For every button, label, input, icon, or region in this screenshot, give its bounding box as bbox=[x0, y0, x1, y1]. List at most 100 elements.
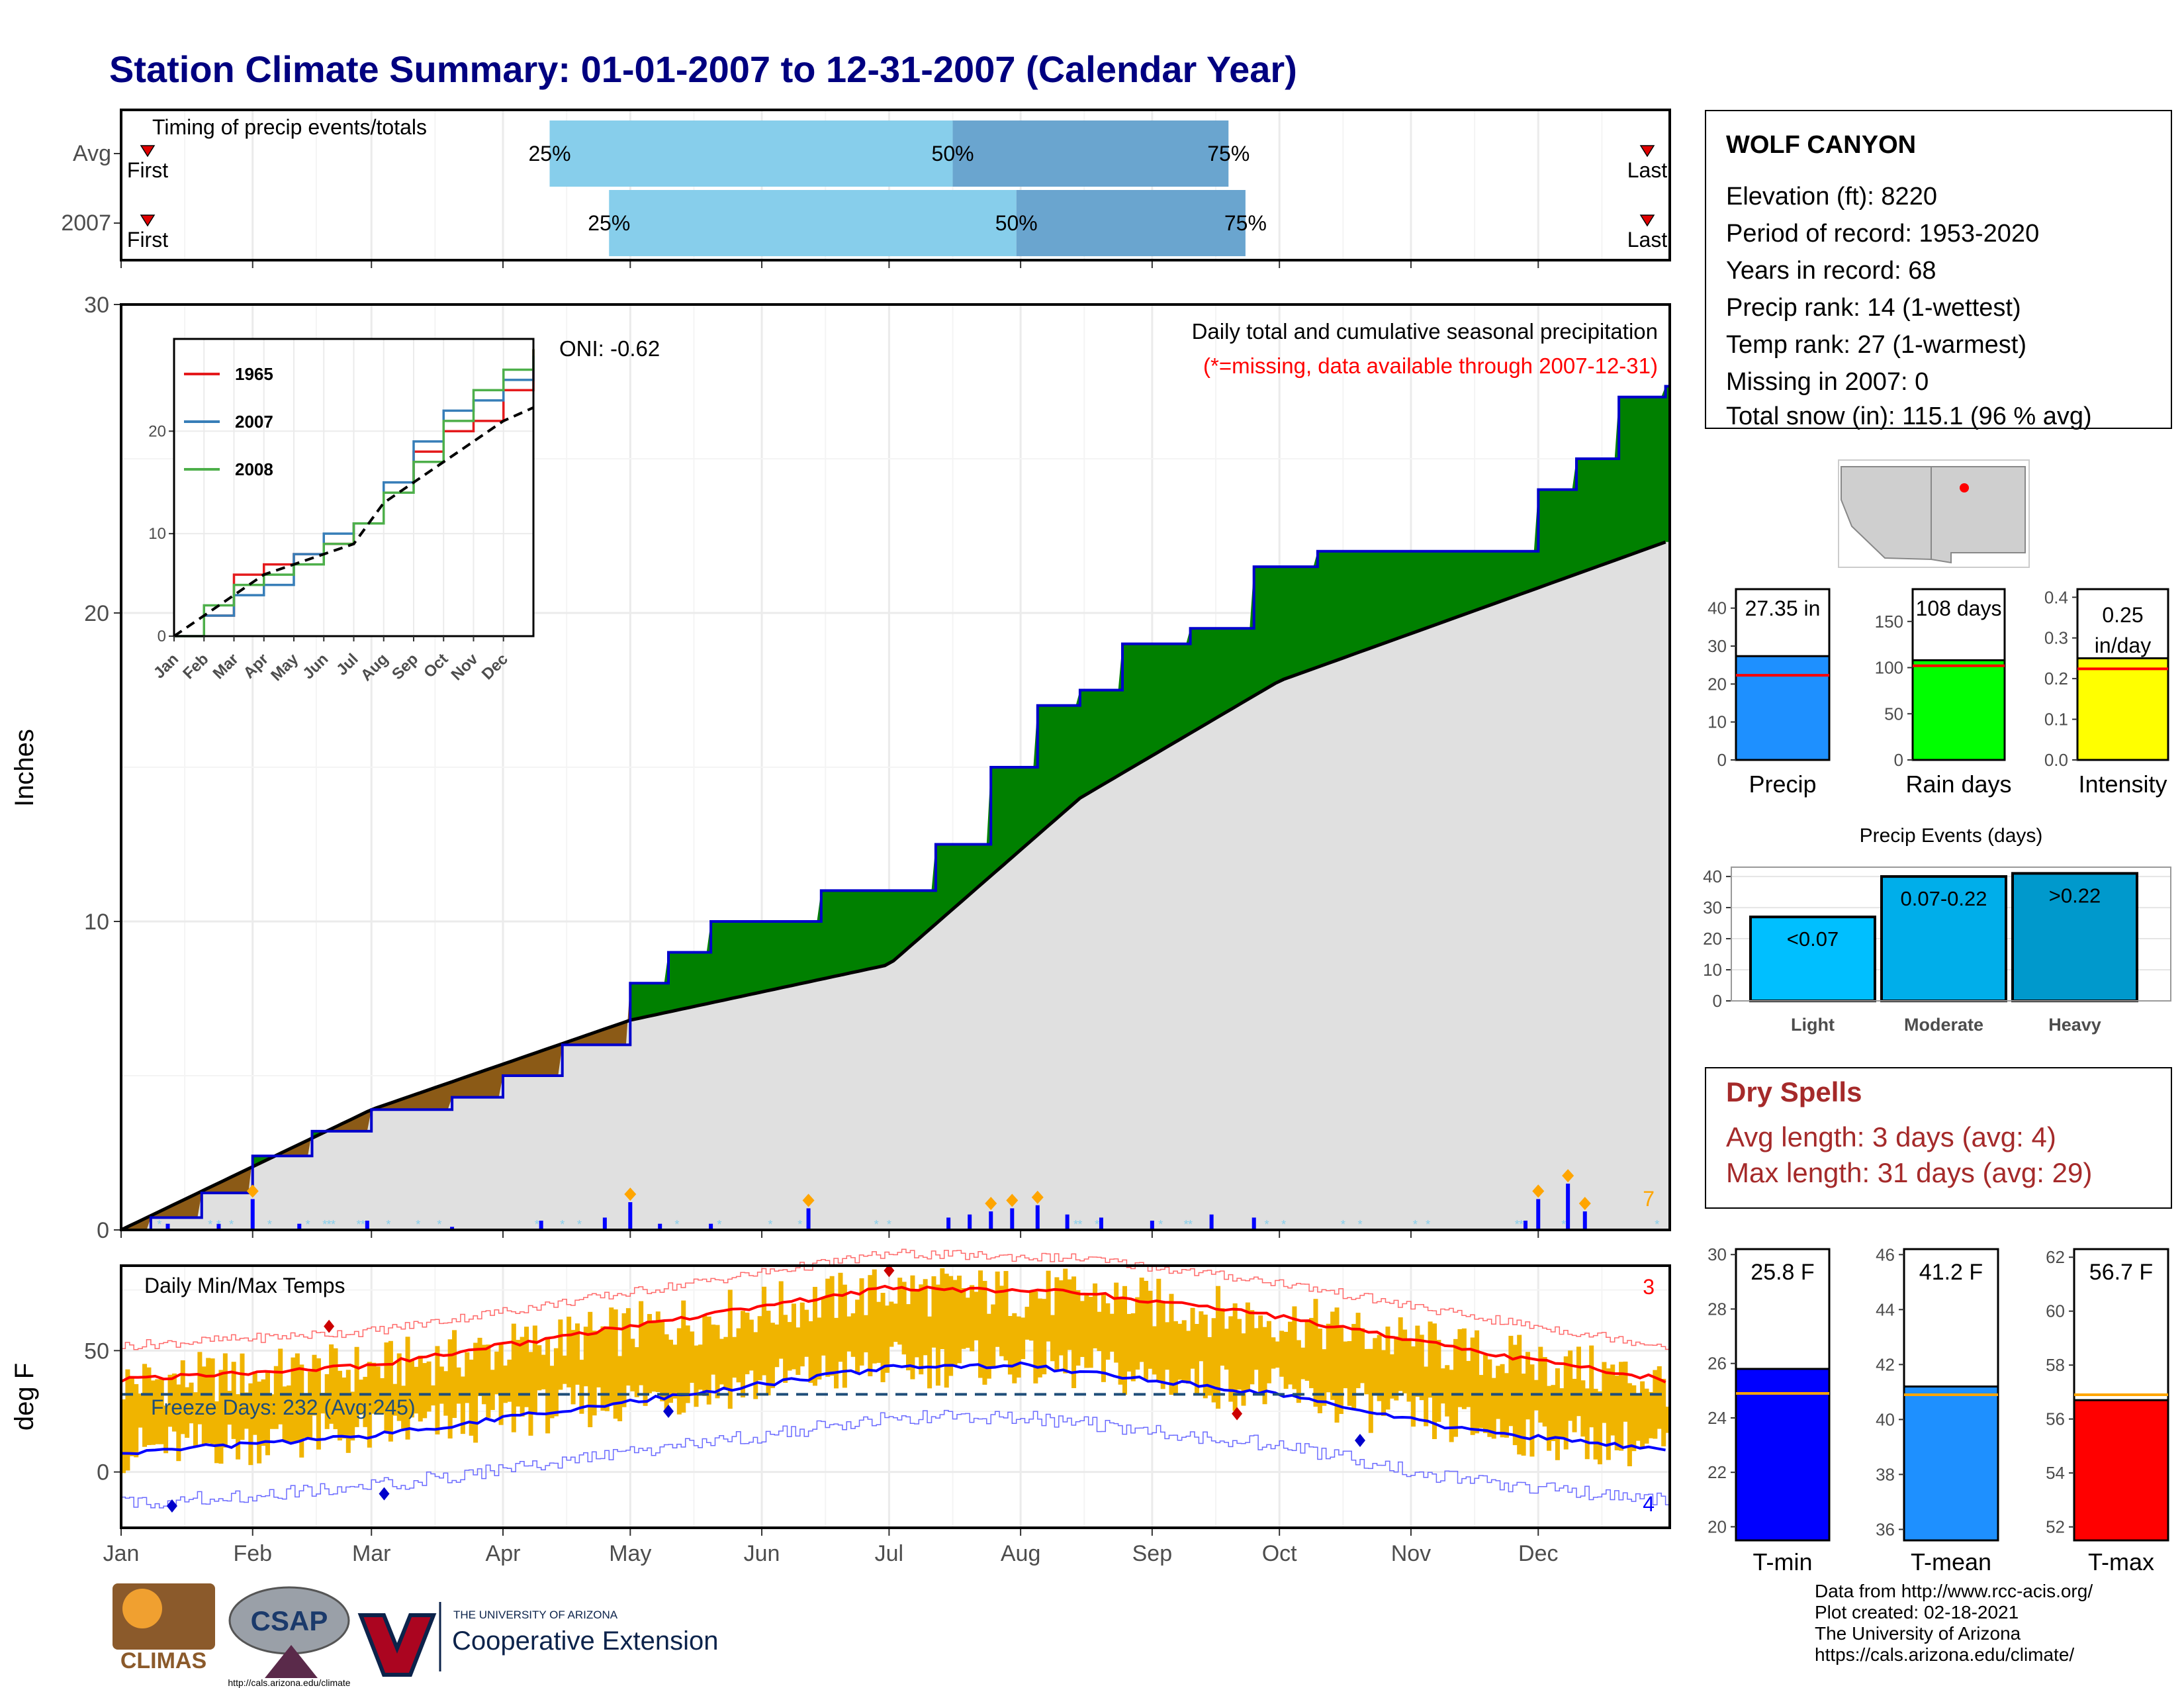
snow-marker: * bbox=[267, 1218, 272, 1231]
daily-temp-bar bbox=[1228, 1316, 1234, 1402]
snow-marker: * bbox=[1519, 1218, 1524, 1231]
station-name: WOLF CANYON bbox=[1726, 131, 1917, 159]
daily-temp-bar bbox=[956, 1276, 962, 1364]
daily-temp-bar bbox=[498, 1344, 504, 1425]
daily-precip-bar bbox=[602, 1217, 607, 1230]
temp-summary-y-tick-label: 24 bbox=[1707, 1408, 1727, 1428]
daily-temp-bar bbox=[121, 1399, 126, 1474]
daily-temp-bar bbox=[1071, 1276, 1077, 1388]
daily-temp-bar bbox=[868, 1275, 873, 1377]
daily-temp-bar bbox=[791, 1303, 796, 1370]
temp-summary-value-bar bbox=[1903, 1385, 1999, 1542]
daily-temp-bar bbox=[167, 1374, 173, 1427]
snow-marker: * bbox=[386, 1218, 390, 1231]
heavy-precip-marker bbox=[802, 1194, 815, 1207]
daily-temp-bar bbox=[1165, 1322, 1170, 1370]
daily-temp-bar bbox=[1568, 1350, 1573, 1421]
snow-marker: * bbox=[717, 1218, 721, 1231]
station-location-marker bbox=[1960, 483, 1969, 492]
daily-temp-bar bbox=[621, 1313, 627, 1407]
daily-temp-bar bbox=[197, 1352, 203, 1425]
daily-temp-bar bbox=[783, 1315, 788, 1383]
snow-marker: * bbox=[157, 1218, 161, 1231]
precip-total-y-tick-label: 0.0 bbox=[2044, 750, 2068, 770]
daily-temp-bar bbox=[1266, 1321, 1271, 1383]
credit-data-source: Data from http://www.rcc-acis.org/ bbox=[1815, 1581, 2093, 1601]
dry-spells-avg: Avg length: 3 days (avg: 4) bbox=[1726, 1121, 2056, 1152]
daily-temp-bar bbox=[723, 1336, 729, 1389]
daily-temp-bar bbox=[893, 1303, 898, 1342]
daily-temp-bar bbox=[706, 1316, 711, 1405]
temp-summary-y-tick-label: 28 bbox=[1707, 1299, 1727, 1319]
daily-temp-bar bbox=[456, 1367, 461, 1404]
daily-temp-bar bbox=[668, 1339, 674, 1403]
precip-total-y-tick-label: 150 bbox=[1875, 612, 1903, 632]
daily-temp-bar bbox=[1665, 1406, 1670, 1433]
daily-temp-bar bbox=[1551, 1385, 1556, 1441]
daily-temp-bar bbox=[1631, 1385, 1637, 1452]
daily-temp-bar bbox=[1398, 1317, 1403, 1391]
daily-temp-bar bbox=[749, 1319, 754, 1371]
daily-temp-bar bbox=[269, 1394, 275, 1429]
daily-temp-bar bbox=[1130, 1313, 1136, 1382]
daily-temp-bar bbox=[396, 1353, 402, 1421]
daily-precip-bar bbox=[1582, 1211, 1587, 1230]
daily-temp-bar bbox=[796, 1327, 801, 1376]
daily-temp-bar bbox=[1440, 1368, 1445, 1404]
daily-precip-bar bbox=[539, 1221, 543, 1230]
daily-temp-bar bbox=[447, 1339, 453, 1439]
daily-temp-bar bbox=[910, 1275, 915, 1380]
daily-temp-bar bbox=[299, 1364, 304, 1458]
daily-temp-bar bbox=[978, 1270, 983, 1378]
daily-temp-bar bbox=[1207, 1336, 1212, 1396]
record-high-marker bbox=[324, 1319, 335, 1333]
daily-temp-bar bbox=[948, 1276, 954, 1376]
snow-marker: * bbox=[577, 1218, 582, 1231]
precip-events-category-label: Light bbox=[1791, 1015, 1835, 1035]
daily-temp-bar bbox=[834, 1317, 839, 1389]
record-low-count: 4 bbox=[1643, 1492, 1655, 1516]
daily-temp-bar bbox=[1169, 1293, 1174, 1395]
snow-marker: * bbox=[1281, 1218, 1286, 1231]
record-low-marker bbox=[166, 1499, 177, 1513]
snow-marker: * bbox=[327, 1218, 332, 1231]
daily-temp-bar bbox=[1054, 1277, 1060, 1372]
daily-temp-bar bbox=[596, 1332, 602, 1387]
daily-temp-bar bbox=[940, 1268, 945, 1349]
daily-temp-bar bbox=[257, 1382, 262, 1464]
temp-summary-y-tick-label: 40 bbox=[1876, 1409, 1895, 1429]
daily-temp-bar bbox=[889, 1301, 894, 1347]
daily-temp-bar bbox=[1593, 1388, 1598, 1460]
daily-temp-bar bbox=[558, 1319, 563, 1390]
daily-temp-bar bbox=[1063, 1268, 1068, 1374]
daily-temp-bar bbox=[1220, 1308, 1225, 1366]
daily-temp-bar bbox=[180, 1360, 185, 1434]
daily-temp-bar bbox=[1148, 1290, 1153, 1369]
temp-summary-value-label: 25.8 F bbox=[1751, 1260, 1814, 1285]
daily-temp-bar bbox=[1338, 1325, 1343, 1415]
daily-temp-bar bbox=[176, 1384, 181, 1462]
daily-temp-bar bbox=[859, 1278, 864, 1366]
daily-temp-bar bbox=[469, 1359, 474, 1436]
daily-temp-bar bbox=[1194, 1324, 1199, 1394]
daily-temp-bar bbox=[1079, 1301, 1085, 1357]
daily-temp-bar bbox=[354, 1346, 359, 1427]
daily-temp-bar bbox=[1250, 1310, 1255, 1385]
daily-temp-bar bbox=[647, 1314, 652, 1393]
daily-temp-bar bbox=[401, 1385, 406, 1429]
precip-events-bar bbox=[1749, 915, 1876, 1003]
precip-total-y-tick-label: 50 bbox=[1884, 704, 1903, 724]
daily-temp-bar bbox=[995, 1271, 1000, 1347]
daily-temp-bar bbox=[146, 1367, 152, 1446]
daily-temp-bar bbox=[855, 1299, 860, 1374]
daily-temp-bar bbox=[1466, 1360, 1471, 1407]
snow-marker: * bbox=[797, 1218, 802, 1231]
daily-temp-bar bbox=[511, 1323, 516, 1432]
daily-precip-bar bbox=[365, 1221, 369, 1230]
daily-temp-bar bbox=[549, 1366, 555, 1419]
daily-temp-bar bbox=[812, 1287, 817, 1386]
daily-precip-bar bbox=[216, 1223, 221, 1230]
daily-temp-bar bbox=[1144, 1280, 1149, 1380]
daily-temp-bar bbox=[1410, 1346, 1416, 1427]
